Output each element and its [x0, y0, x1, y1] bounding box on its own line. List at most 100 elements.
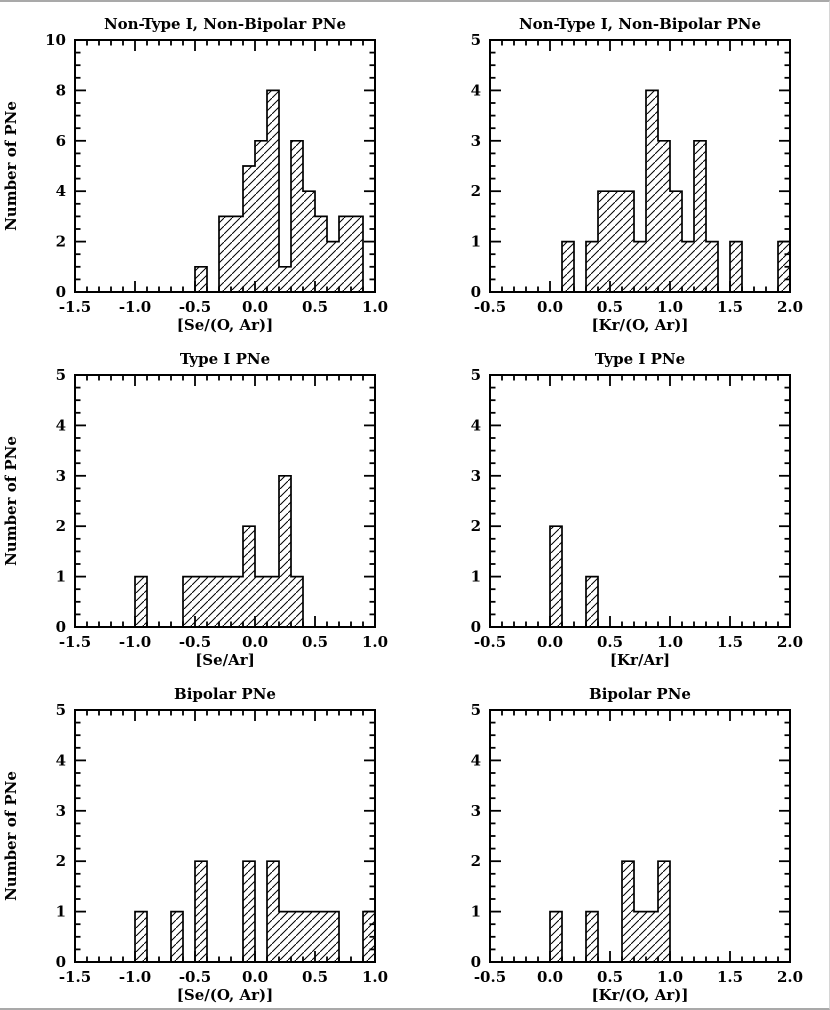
- x-tick-label: 0.0: [242, 298, 268, 316]
- x-tick-label: -0.5: [474, 633, 506, 651]
- y-tick-label: 4: [471, 416, 481, 434]
- y-tick-label: 1: [56, 903, 66, 921]
- panel-type1-se: Type I PNe [Se/Ar] Number of PNe -1.5 -1.…: [0, 337, 415, 672]
- tick-labels: -0.5 0.0 0.5 1.0 1.5 2.0 0 1 2 3 4 5: [471, 31, 803, 316]
- y-tick-label: 5: [56, 366, 66, 384]
- x-tick-label: -1.5: [59, 968, 91, 986]
- y-tick-label: 4: [56, 416, 66, 434]
- y-tick-label: 3: [471, 802, 481, 820]
- y-tick-label: 3: [56, 467, 66, 485]
- y-tick-label: 0: [56, 953, 66, 971]
- x-tick-label: 1.5: [717, 968, 743, 986]
- y-tick-label: 4: [56, 751, 66, 769]
- x-tick-label: -0.5: [474, 298, 506, 316]
- x-axis-label: [Se/Ar]: [195, 651, 255, 669]
- x-tick-label: -0.5: [179, 633, 211, 651]
- y-tick-label: 2: [471, 517, 481, 535]
- histogram-area: [549, 860, 671, 963]
- y-tick-label: 3: [471, 132, 481, 150]
- panel-type1-kr: Type I PNe [Kr/Ar] -0.5 0.0 0.5 1.0 1.5 2.0 0 1…: [415, 337, 829, 672]
- x-tick-label: -0.5: [179, 298, 211, 316]
- x-tick-label: 0.5: [302, 298, 328, 316]
- y-tick-label: 1: [471, 903, 481, 921]
- y-tick-label: 0: [56, 283, 66, 301]
- x-tick-label: 0.5: [597, 968, 623, 986]
- x-tick-label: -1.0: [119, 968, 151, 986]
- x-tick-label: -1.0: [119, 633, 151, 651]
- y-tick-label: 5: [471, 31, 481, 49]
- plot-title: Bipolar PNe: [174, 685, 276, 703]
- histogram-plot-bipolar-se: Bipolar PNe [Se/(O, Ar)] Number of PNe -…: [2, 685, 388, 1004]
- y-tick-label: 1: [471, 568, 481, 586]
- y-tick-label: 2: [56, 517, 66, 535]
- histogram-plot-bipolar-kr: Bipolar PNe [Kr/(O, Ar)] -0.5 0.0 0.5 1.0 1.…: [471, 685, 803, 1004]
- y-tick-label: 0: [56, 618, 66, 636]
- y-tick-label: 4: [56, 182, 66, 200]
- x-tick-label: 0.0: [537, 298, 563, 316]
- tick-marks: [74, 374, 376, 628]
- x-tick-label: 0.0: [242, 633, 268, 651]
- panel-bipolar-se: Bipolar PNe [Se/(O, Ar)] Number of PNe -…: [0, 672, 415, 1007]
- panel-nontype1-kr: Non-Type I, Non-Bipolar PNe [Kr/(O, Ar)]…: [415, 2, 829, 337]
- x-tick-label: 0.0: [537, 968, 563, 986]
- y-tick-label: 0: [471, 283, 481, 301]
- tick-marks: [74, 709, 376, 963]
- x-tick-label: 2.0: [777, 968, 803, 986]
- y-tick-label: 10: [45, 31, 66, 49]
- plot-title: Non-Type I, Non-Bipolar PNe: [104, 15, 346, 33]
- x-tick-label: 1.5: [717, 298, 743, 316]
- x-tick-label: -0.5: [179, 968, 211, 986]
- y-tick-label: 2: [56, 233, 66, 251]
- y-tick-label: 3: [56, 802, 66, 820]
- x-tick-label: 2.0: [777, 298, 803, 316]
- y-axis-label: Number of PNe: [2, 436, 20, 566]
- x-tick-label: 0.5: [302, 968, 328, 986]
- x-tick-label: -1.5: [59, 633, 91, 651]
- y-tick-label: 5: [56, 701, 66, 719]
- tick-labels: -0.5 0.0 0.5 1.0 1.5 2.0 0 1 2 3 4 5: [471, 701, 803, 986]
- histogram-plot-nontype1-kr: Non-Type I, Non-Bipolar PNe [Kr/(O, Ar)]…: [471, 15, 803, 334]
- tick-labels: -1.5 -1.0 -0.5 0.0 0.5 1.0 0 2 4 6 8 10: [45, 31, 388, 316]
- y-tick-label: 3: [471, 467, 481, 485]
- plot-frame: [489, 374, 791, 628]
- histogram-area: [134, 474, 304, 628]
- plot-title: Type I PNe: [180, 350, 270, 368]
- y-tick-label: 2: [471, 852, 481, 870]
- x-axis-label: [Se/(O, Ar)]: [177, 316, 273, 334]
- y-tick-label: 5: [471, 701, 481, 719]
- y-tick-label: 0: [471, 618, 481, 636]
- histogram-plot-type1-se: Type I PNe [Se/Ar] Number of PNe -1.5 -1.…: [2, 350, 388, 669]
- y-tick-label: 0: [471, 953, 481, 971]
- y-tick-label: 4: [471, 751, 481, 769]
- x-tick-label: -1.5: [59, 298, 91, 316]
- plot-title: Non-Type I, Non-Bipolar PNe: [519, 15, 761, 33]
- histogram-area: [134, 860, 376, 963]
- x-tick-label: 0.5: [597, 298, 623, 316]
- x-axis-label: [Se/(O, Ar)]: [177, 986, 273, 1004]
- x-axis-label: [Kr/Ar]: [610, 651, 670, 669]
- x-tick-label: -1.0: [119, 298, 151, 316]
- x-tick-label: 0.0: [242, 968, 268, 986]
- x-tick-label: 1.0: [657, 633, 683, 651]
- tick-labels: -1.5 -1.0 -0.5 0.0 0.5 1.0 0 1 2 3 4 5: [56, 366, 388, 651]
- tick-marks: [74, 39, 376, 293]
- x-tick-label: 0.0: [537, 633, 563, 651]
- x-tick-label: 1.0: [362, 633, 388, 651]
- tick-labels: -1.5 -1.0 -0.5 0.0 0.5 1.0 0 1 2 3 4 5: [56, 701, 388, 986]
- y-tick-label: 2: [471, 182, 481, 200]
- tick-marks: [489, 39, 791, 293]
- panel-nontype1-se: Non-Type I, Non-Bipolar PNe [Se/(O, Ar)]…: [0, 2, 415, 337]
- y-tick-label: 6: [56, 132, 66, 150]
- histogram-area: [561, 89, 791, 293]
- y-tick-label: 5: [471, 366, 481, 384]
- x-tick-label: 2.0: [777, 633, 803, 651]
- histogram-area: [194, 89, 364, 293]
- y-tick-label: 1: [471, 233, 481, 251]
- x-tick-label: 1.0: [657, 298, 683, 316]
- x-axis-label: [Kr/(O, Ar)]: [592, 316, 689, 334]
- x-tick-label: 1.0: [362, 968, 388, 986]
- y-tick-label: 8: [56, 81, 66, 99]
- histogram-plot-nontype1-se: Non-Type I, Non-Bipolar PNe [Se/(O, Ar)]…: [2, 15, 388, 334]
- x-tick-label: 1.0: [657, 968, 683, 986]
